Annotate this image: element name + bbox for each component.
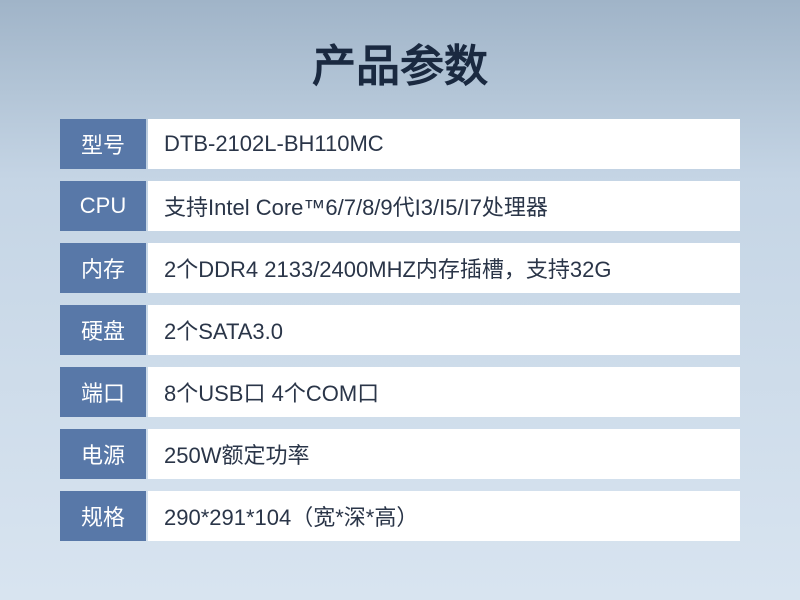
spec-row: 端口 8个USB口 4个COM口 <box>60 367 740 417</box>
spec-label-dimensions: 规格 <box>60 491 146 541</box>
spec-label-power: 电源 <box>60 429 146 479</box>
spec-row: 型号 DTB-2102L-BH110MC <box>60 119 740 169</box>
spec-row: 内存 2个DDR4 2133/2400MHZ内存插槽，支持32G <box>60 243 740 293</box>
spec-label-cpu: CPU <box>60 181 146 231</box>
spec-value-dimensions: 290*291*104（宽*深*高） <box>148 491 740 541</box>
spec-row: 规格 290*291*104（宽*深*高） <box>60 491 740 541</box>
spec-value-memory: 2个DDR4 2133/2400MHZ内存插槽，支持32G <box>148 243 740 293</box>
spec-label-ports: 端口 <box>60 367 146 417</box>
spec-value-power: 250W额定功率 <box>148 429 740 479</box>
spec-value-storage: 2个SATA3.0 <box>148 305 740 355</box>
spec-value-model: DTB-2102L-BH110MC <box>148 119 740 169</box>
spec-value-cpu: 支持Intel Core™6/7/8/9代I3/I5/I7处理器 <box>148 181 740 231</box>
spec-container: 产品参数 型号 DTB-2102L-BH110MC CPU 支持Intel Co… <box>0 0 800 583</box>
spec-row: 硬盘 2个SATA3.0 <box>60 305 740 355</box>
spec-row: 电源 250W额定功率 <box>60 429 740 479</box>
page-title: 产品参数 <box>60 30 740 94</box>
spec-label-model: 型号 <box>60 119 146 169</box>
spec-row: CPU 支持Intel Core™6/7/8/9代I3/I5/I7处理器 <box>60 181 740 231</box>
spec-label-storage: 硬盘 <box>60 305 146 355</box>
spec-value-ports: 8个USB口 4个COM口 <box>148 367 740 417</box>
spec-label-memory: 内存 <box>60 243 146 293</box>
